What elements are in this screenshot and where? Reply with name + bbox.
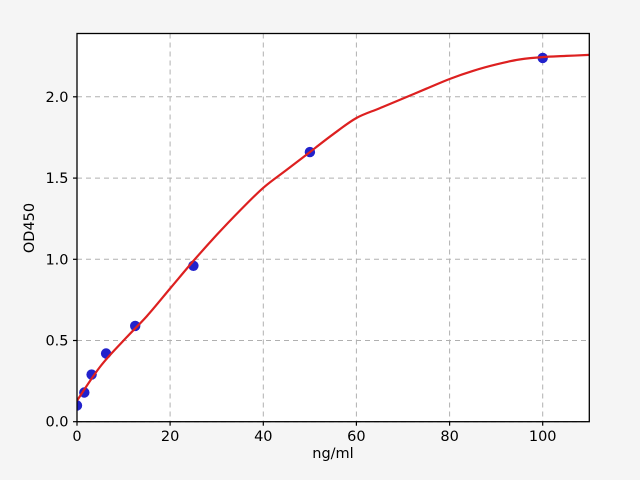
- series-group: [77, 52, 590, 411]
- x-tick-label: 60: [347, 429, 365, 445]
- axis-spines: [76, 32, 590, 423]
- data-point: [130, 320, 141, 332]
- y-tick-label: 0.5: [45, 334, 68, 350]
- y-tick-label: 2.0: [45, 90, 68, 106]
- fit-curve-line: [77, 53, 590, 402]
- data-point: [77, 400, 83, 411]
- x-axis-label: ng/ml: [312, 446, 354, 462]
- y-tick-label: 0.0: [45, 415, 68, 431]
- y-tick-label: 1.5: [45, 171, 68, 187]
- data-point: [86, 369, 97, 380]
- plot-area: [77, 33, 590, 422]
- x-tick-label: 100: [529, 429, 557, 445]
- x-tick-label: 80: [440, 429, 458, 445]
- x-tick-label: 20: [161, 429, 179, 445]
- y-tick-label: 1.0: [45, 252, 68, 268]
- x-tick-label: 0: [72, 429, 81, 445]
- y-axis-label: OD450: [22, 202, 38, 254]
- data-point: [100, 348, 112, 359]
- x-tick-label: 40: [254, 429, 272, 445]
